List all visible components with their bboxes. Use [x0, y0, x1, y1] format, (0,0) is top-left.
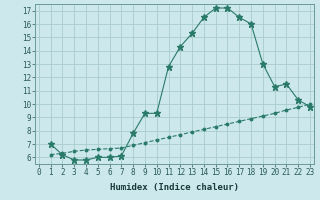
X-axis label: Humidex (Indice chaleur): Humidex (Indice chaleur) [110, 183, 239, 192]
